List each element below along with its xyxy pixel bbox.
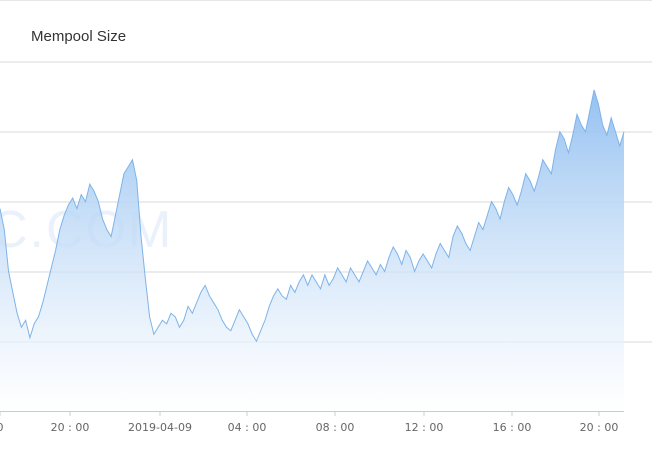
x-tick-label-2: 20 : 00 <box>51 421 90 434</box>
x-tick-label-5: 08 : 00 <box>316 421 355 434</box>
x-tick-label-4: 04 : 00 <box>228 421 267 434</box>
x-tick-label-3: 2019-04-09 <box>128 421 192 434</box>
x-tick-label-1: 0 <box>0 421 4 434</box>
chart-title: Mempool Size <box>31 28 127 45</box>
series-line <box>0 89 625 343</box>
series-area <box>0 89 624 412</box>
x-tick-label-7: 16 : 00 <box>493 421 532 434</box>
x-tick-label-8: 20 : 00 <box>580 421 619 434</box>
x-tick-label-6: 12 : 00 <box>405 421 444 434</box>
card-top-border <box>0 0 652 1</box>
